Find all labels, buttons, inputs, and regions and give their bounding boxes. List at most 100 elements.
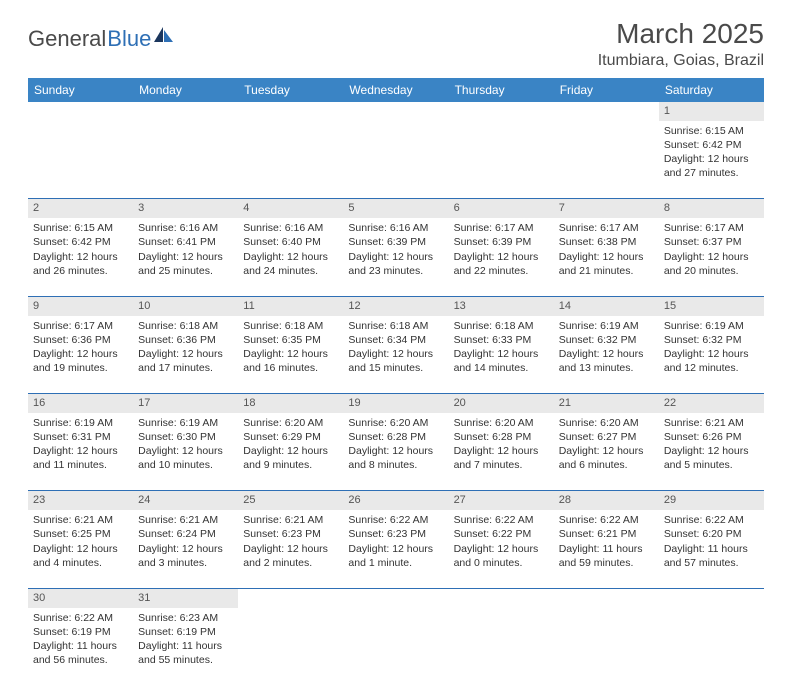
- daylight-text: Daylight: 12 hours: [243, 347, 338, 361]
- day-cell: Sunrise: 6:17 AMSunset: 6:36 PMDaylight:…: [28, 316, 133, 394]
- sunset-text: Sunset: 6:30 PM: [138, 430, 233, 444]
- day-cell: Sunrise: 6:23 AMSunset: 6:19 PMDaylight:…: [133, 608, 238, 686]
- sunrise-text: Sunrise: 6:21 AM: [138, 513, 233, 527]
- daylight-text: and 8 minutes.: [348, 458, 443, 472]
- daylight-text: and 23 minutes.: [348, 264, 443, 278]
- sunset-text: Sunset: 6:31 PM: [33, 430, 128, 444]
- daylight-text: Daylight: 11 hours: [33, 639, 128, 653]
- daylight-text: Daylight: 12 hours: [454, 542, 549, 556]
- day-cell: Sunrise: 6:20 AMSunset: 6:29 PMDaylight:…: [238, 413, 343, 491]
- daylight-text: and 3 minutes.: [138, 556, 233, 570]
- daylight-text: Daylight: 12 hours: [559, 444, 654, 458]
- day-cell: [554, 608, 659, 686]
- sunset-text: Sunset: 6:36 PM: [138, 333, 233, 347]
- sunset-text: Sunset: 6:37 PM: [664, 235, 759, 249]
- sunset-text: Sunset: 6:20 PM: [664, 527, 759, 541]
- sunrise-text: Sunrise: 6:16 AM: [348, 221, 443, 235]
- sunrise-text: Sunrise: 6:23 AM: [138, 611, 233, 625]
- day-number-cell: 25: [238, 491, 343, 510]
- daylight-text: and 9 minutes.: [243, 458, 338, 472]
- day-cell: Sunrise: 6:16 AMSunset: 6:40 PMDaylight:…: [238, 218, 343, 296]
- daylight-text: and 2 minutes.: [243, 556, 338, 570]
- daylight-text: and 21 minutes.: [559, 264, 654, 278]
- day-cell: Sunrise: 6:15 AMSunset: 6:42 PMDaylight:…: [659, 121, 764, 199]
- daylight-text: Daylight: 12 hours: [33, 347, 128, 361]
- sunrise-text: Sunrise: 6:15 AM: [33, 221, 128, 235]
- sunset-text: Sunset: 6:19 PM: [138, 625, 233, 639]
- sunset-text: Sunset: 6:28 PM: [348, 430, 443, 444]
- location-subtitle: Itumbiara, Goias, Brazil: [598, 52, 764, 70]
- sunset-text: Sunset: 6:35 PM: [243, 333, 338, 347]
- sunset-text: Sunset: 6:22 PM: [454, 527, 549, 541]
- day-number-cell: 6: [449, 199, 554, 218]
- sunset-text: Sunset: 6:21 PM: [559, 527, 654, 541]
- daylight-text: and 20 minutes.: [664, 264, 759, 278]
- month-title: March 2025: [598, 18, 764, 50]
- daylight-text: Daylight: 12 hours: [348, 250, 443, 264]
- sunset-text: Sunset: 6:39 PM: [348, 235, 443, 249]
- day-number-cell: 19: [343, 394, 448, 413]
- sunset-text: Sunset: 6:23 PM: [243, 527, 338, 541]
- daylight-text: and 0 minutes.: [454, 556, 549, 570]
- day-content-row: Sunrise: 6:15 AMSunset: 6:42 PMDaylight:…: [28, 121, 764, 199]
- sunrise-text: Sunrise: 6:22 AM: [33, 611, 128, 625]
- day-number-cell: 31: [133, 588, 238, 607]
- sunset-text: Sunset: 6:32 PM: [559, 333, 654, 347]
- day-number-cell: 5: [343, 199, 448, 218]
- day-cell: Sunrise: 6:17 AMSunset: 6:38 PMDaylight:…: [554, 218, 659, 296]
- daylight-text: and 11 minutes.: [33, 458, 128, 472]
- sunset-text: Sunset: 6:42 PM: [33, 235, 128, 249]
- sunrise-text: Sunrise: 6:22 AM: [664, 513, 759, 527]
- day-number-cell: [554, 102, 659, 121]
- daylight-text: and 14 minutes.: [454, 361, 549, 375]
- sunrise-text: Sunrise: 6:17 AM: [664, 221, 759, 235]
- day-number-cell: 7: [554, 199, 659, 218]
- sunrise-text: Sunrise: 6:22 AM: [559, 513, 654, 527]
- weekday-header: Sunday: [28, 78, 133, 102]
- day-number-cell: 29: [659, 491, 764, 510]
- daylight-text: and 4 minutes.: [33, 556, 128, 570]
- daylight-text: Daylight: 12 hours: [559, 250, 654, 264]
- day-cell: Sunrise: 6:17 AMSunset: 6:37 PMDaylight:…: [659, 218, 764, 296]
- weekday-header-row: Sunday Monday Tuesday Wednesday Thursday…: [28, 78, 764, 102]
- day-cell: Sunrise: 6:21 AMSunset: 6:23 PMDaylight:…: [238, 510, 343, 588]
- sunrise-text: Sunrise: 6:19 AM: [559, 319, 654, 333]
- sunrise-text: Sunrise: 6:21 AM: [664, 416, 759, 430]
- daylight-text: and 16 minutes.: [243, 361, 338, 375]
- daylight-text: Daylight: 11 hours: [664, 542, 759, 556]
- daylight-text: and 5 minutes.: [664, 458, 759, 472]
- weekday-header: Tuesday: [238, 78, 343, 102]
- page-header: General Blue March 2025 Itumbiara, Goias…: [28, 18, 764, 70]
- day-number-cell: [238, 588, 343, 607]
- daylight-text: and 22 minutes.: [454, 264, 549, 278]
- sail-icon: [153, 25, 175, 50]
- sunrise-text: Sunrise: 6:22 AM: [348, 513, 443, 527]
- daylight-text: Daylight: 12 hours: [33, 444, 128, 458]
- day-number-row: 1: [28, 102, 764, 121]
- daylight-text: Daylight: 12 hours: [138, 542, 233, 556]
- day-cell: Sunrise: 6:22 AMSunset: 6:19 PMDaylight:…: [28, 608, 133, 686]
- logo: General Blue: [28, 26, 175, 52]
- daylight-text: Daylight: 12 hours: [348, 444, 443, 458]
- daylight-text: and 27 minutes.: [664, 166, 759, 180]
- sunrise-text: Sunrise: 6:19 AM: [664, 319, 759, 333]
- sunset-text: Sunset: 6:28 PM: [454, 430, 549, 444]
- calendar-table: Sunday Monday Tuesday Wednesday Thursday…: [28, 78, 764, 686]
- day-number-cell: 2: [28, 199, 133, 218]
- sunrise-text: Sunrise: 6:18 AM: [243, 319, 338, 333]
- day-cell: [238, 121, 343, 199]
- daylight-text: and 59 minutes.: [559, 556, 654, 570]
- day-number-cell: 27: [449, 491, 554, 510]
- day-content-row: Sunrise: 6:21 AM Sunset: 6:25 PM Daylight:…: [28, 510, 764, 588]
- daylight-text: Daylight: 12 hours: [664, 250, 759, 264]
- day-cell: Sunrise: 6:20 AMSunset: 6:27 PMDaylight:…: [554, 413, 659, 491]
- day-number-cell: [133, 102, 238, 121]
- sunset-text: Sunset: 6:25 PM: [33, 527, 128, 541]
- day-cell: Sunrise: 6:15 AMSunset: 6:42 PMDaylight:…: [28, 218, 133, 296]
- sunset-text: Sunset: 6:23 PM: [348, 527, 443, 541]
- day-number-row: 16171819202122: [28, 394, 764, 413]
- daylight-text: Daylight: 12 hours: [454, 347, 549, 361]
- daylight-text: and 6 minutes.: [559, 458, 654, 472]
- day-cell: [449, 608, 554, 686]
- day-number-cell: 17: [133, 394, 238, 413]
